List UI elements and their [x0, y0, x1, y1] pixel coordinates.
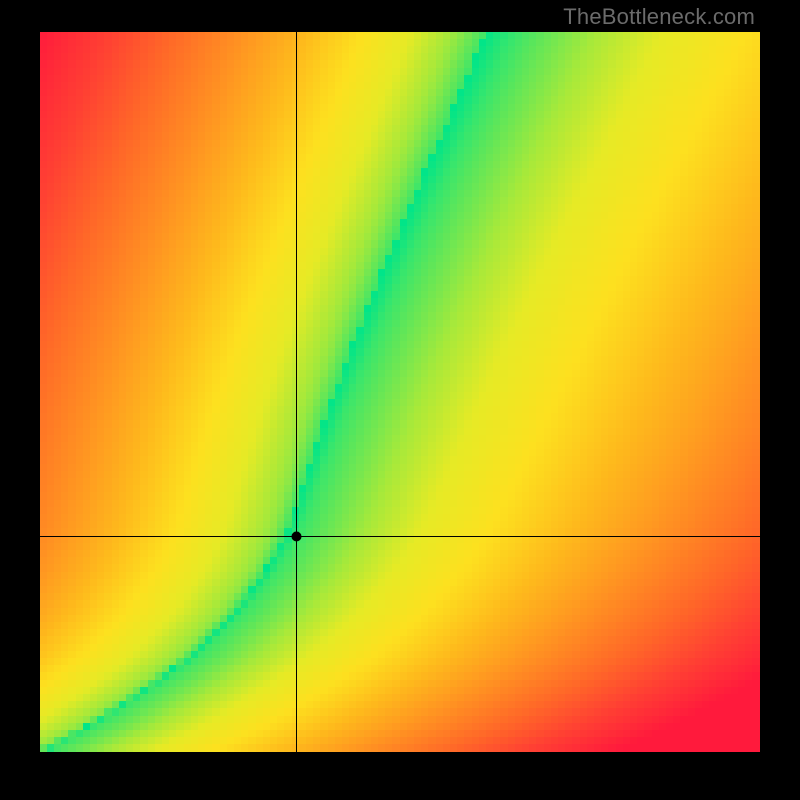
heatmap-plot	[40, 32, 760, 752]
heatmap-canvas	[40, 32, 760, 752]
watermark-text: TheBottleneck.com	[563, 4, 755, 30]
